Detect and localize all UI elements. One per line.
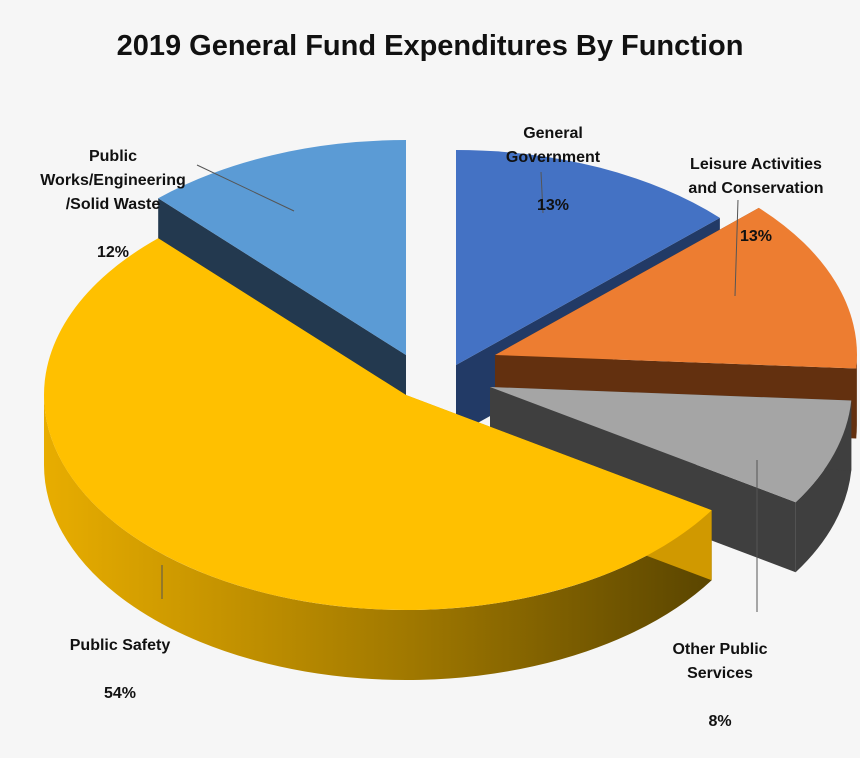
slice-leisure-activities-and-conservation	[495, 207, 858, 369]
leader-line-leisure-activities-and-conservation	[734, 199, 739, 297]
slice-label-public-works: Public Works/Engineering /Solid Waste 12…	[18, 121, 208, 289]
chart-container: 2019 General Fund Expenditures By Functi…	[18, 30, 858, 730]
slice-public-works-engineering-solid-waste	[158, 140, 406, 355]
slice-label-leisure-activities: Leisure Activities and Conservation 13%	[670, 129, 842, 273]
slice-name: Other Public Services	[672, 641, 768, 682]
slice-label-general-government: General Government 13%	[468, 98, 638, 242]
slice-name: General Government	[505, 125, 601, 166]
slice-name: Public Safety	[69, 637, 171, 654]
slice-name: Leisure Activities and Conservation	[688, 156, 824, 197]
slice-label-other-public-services: Other Public Services 8%	[650, 614, 790, 758]
slice-side-public-safety	[44, 395, 712, 681]
pie-chart	[44, 140, 858, 681]
slice-public-safety	[44, 238, 712, 610]
slice-value: 13%	[739, 228, 773, 245]
leader-line-general-government	[540, 171, 544, 214]
slice-label-public-safety: Public Safety 54%	[50, 610, 190, 730]
slice-value: 8%	[708, 713, 732, 730]
slice-other-public-services	[490, 387, 852, 503]
slice-side-leisure-activities-and-conservation	[856, 355, 857, 439]
slice-edge-other-public-services	[490, 387, 796, 573]
slice-name: Public Works/Engineering /Solid Waste	[40, 148, 186, 213]
slice-side-other-public-services	[795, 400, 852, 573]
slice-general-government	[456, 150, 720, 365]
slice-value: 12%	[96, 244, 130, 261]
slice-value: 13%	[536, 197, 570, 214]
slice-value: 54%	[103, 685, 137, 702]
leader-line-public-works-engineering-solid-waste	[196, 164, 295, 212]
chart-title: 2019 General Fund Expenditures By Functi…	[116, 30, 744, 62]
